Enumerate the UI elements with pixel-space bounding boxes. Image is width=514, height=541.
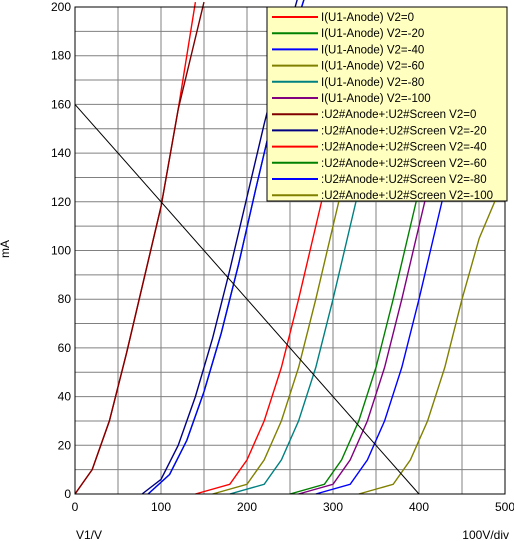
scale-label: 100V/div [462, 528, 509, 541]
series-line-9 [195, 152, 334, 495]
y-tick-label: 40 [58, 390, 72, 404]
legend-box [266, 6, 508, 202]
y-axis-label: mA [0, 240, 12, 258]
load-line [74, 104, 420, 495]
y-tick-label: 20 [58, 438, 72, 452]
legend-entry: :U2#Anode+:U2#Screen V2=-20 [321, 125, 487, 137]
legend-entry: I(U1-Anode) V2=-100 [321, 93, 431, 105]
legend-entry: I(U1-Anode) V2=-60 [321, 61, 424, 73]
y-tick-label: 100 [51, 244, 71, 258]
y-tick-label: 180 [51, 49, 71, 63]
series-line-1 [74, 1, 197, 495]
y-tick-label: 140 [51, 146, 71, 160]
y-tick-label: 120 [51, 195, 71, 209]
x-tick-labels: 0 100 200 300 400 500 [72, 500, 514, 514]
series-line-4 [212, 152, 351, 495]
x-tick-label: 300 [323, 500, 343, 514]
y-tick-label: 80 [58, 292, 72, 306]
legend-entry: :U2#Anode+:U2#Screen V2=-80 [321, 174, 487, 186]
legend-entry: :U2#Anode+:U2#Screen V2=-60 [321, 158, 487, 170]
series-line-7 [74, 1, 205, 495]
x-tick-label: 500 [495, 500, 514, 514]
series-line-11 [315, 152, 455, 495]
series-line-12 [358, 177, 506, 495]
y-tick-label: 0 [64, 487, 71, 501]
legend-entry: :U2#Anode+:U2#Screen V2=-40 [321, 142, 487, 154]
y-tick-labels: 0 20 40 60 80 100 120 140 160 180 200 [51, 0, 71, 501]
y-tick-label: 60 [58, 341, 72, 355]
legend-entry: :U2#Anode+:U2#Screen V2=-100 [321, 190, 493, 202]
legend: I(U1-Anode) V2=0 I(U1-Anode) V2=-20 I(U1-A… [266, 6, 508, 202]
series-line-6 [298, 152, 437, 495]
x-tick-label: 0 [72, 500, 79, 514]
x-axis-label: V1/V [76, 528, 102, 541]
x-tick-label: 100 [151, 500, 171, 514]
y-tick-label: 200 [51, 0, 71, 14]
legend-entry: I(U1-Anode) V2=-40 [321, 44, 424, 56]
x-tick-label: 400 [409, 500, 429, 514]
series-line-10 [289, 152, 429, 495]
curves [74, 0, 506, 495]
legend-entry: I(U1-Anode) V2=-20 [321, 28, 424, 40]
series-line-5 [229, 152, 369, 495]
y-tick-label: 160 [51, 97, 71, 111]
x-tick-label: 200 [237, 500, 257, 514]
legend-entry: I(U1-Anode) V2=0 [321, 12, 414, 24]
legend-entry: I(U1-Anode) V2=-80 [321, 77, 424, 89]
legend-entry: :U2#Anode+:U2#Screen V2=0 [321, 109, 476, 121]
